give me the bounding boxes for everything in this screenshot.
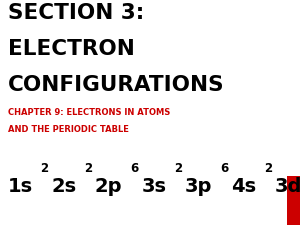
Text: 6: 6 [130, 162, 139, 176]
Text: 6: 6 [220, 162, 229, 176]
Text: 2: 2 [40, 162, 49, 176]
Text: 3p: 3p [184, 177, 212, 196]
Text: 2p: 2p [94, 177, 122, 196]
Text: 2: 2 [84, 162, 92, 176]
Text: 3s: 3s [141, 177, 166, 196]
Text: CONFIGURATIONS: CONFIGURATIONS [8, 75, 224, 95]
Text: 1s: 1s [8, 177, 33, 196]
Bar [287, 176, 300, 225]
Text: 2: 2 [174, 162, 182, 176]
Text: CHAPTER 9: ELECTRONS IN ATOMS: CHAPTER 9: ELECTRONS IN ATOMS [8, 108, 170, 117]
Text: SECTION 3:: SECTION 3: [8, 3, 144, 23]
Text: 2s: 2s [51, 177, 76, 196]
Text: 2: 2 [264, 162, 272, 176]
Text: ELECTRON: ELECTRON [8, 39, 134, 59]
Text: AND THE PERIODIC TABLE: AND THE PERIODIC TABLE [8, 125, 128, 134]
Text: 4s: 4s [231, 177, 256, 196]
Text: 3d: 3d [274, 177, 300, 196]
